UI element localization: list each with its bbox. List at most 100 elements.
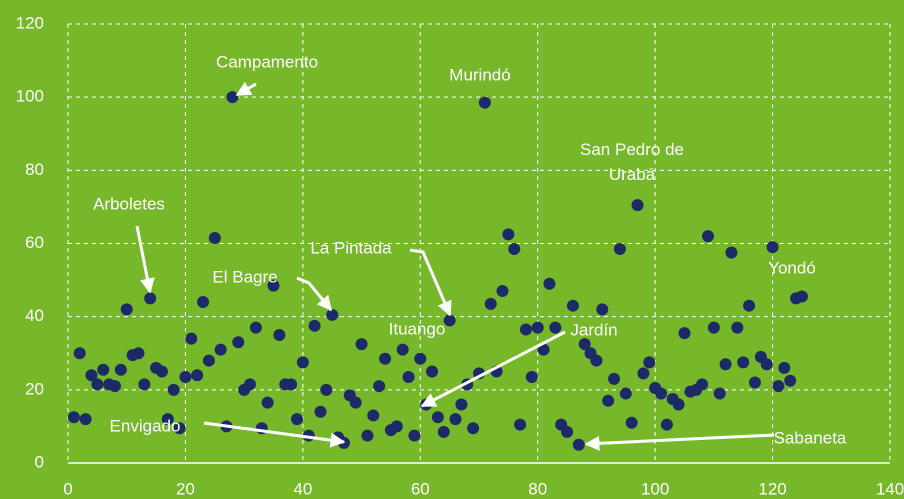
point	[161, 413, 174, 426]
annotation: Ituango	[388, 319, 446, 339]
point	[402, 371, 415, 384]
point	[566, 299, 579, 312]
annotation: El Bagre	[212, 267, 278, 287]
point	[784, 374, 797, 387]
point	[208, 232, 221, 245]
point	[296, 356, 309, 369]
point	[701, 230, 714, 243]
point	[197, 296, 210, 309]
point	[631, 199, 644, 212]
point	[285, 378, 298, 391]
point	[496, 285, 509, 298]
point	[179, 371, 192, 384]
point	[449, 413, 462, 426]
point	[261, 396, 274, 409]
y-tick-label: 20	[25, 379, 44, 398]
point	[290, 413, 303, 426]
point	[478, 96, 491, 109]
x-tick-label: 100	[641, 479, 669, 498]
x-tick-label: 0	[63, 479, 72, 498]
point	[67, 411, 80, 424]
point	[707, 321, 720, 334]
point	[502, 228, 515, 241]
x-tick-label: 60	[411, 479, 430, 498]
point	[578, 338, 591, 351]
point	[602, 394, 615, 407]
point	[138, 378, 151, 391]
annotation: Jardín	[570, 320, 618, 340]
point	[232, 336, 245, 349]
point	[267, 279, 280, 292]
annotation-arrow	[235, 81, 257, 97]
point	[226, 91, 239, 104]
point	[355, 338, 368, 351]
point	[772, 380, 785, 393]
x-tick-label: 40	[293, 479, 312, 498]
point	[390, 420, 403, 433]
point	[549, 321, 562, 334]
point	[185, 332, 198, 345]
x-tick-label: 20	[176, 479, 195, 498]
annotation-arrow	[420, 330, 566, 408]
point	[514, 418, 527, 431]
annotation-arrow	[203, 421, 346, 448]
point	[795, 290, 808, 303]
point	[596, 303, 609, 316]
point	[132, 347, 145, 360]
point	[660, 418, 673, 431]
point	[508, 242, 521, 255]
point	[144, 292, 157, 305]
point	[713, 387, 726, 400]
point	[320, 383, 333, 396]
point	[367, 409, 380, 422]
point	[655, 387, 668, 400]
point	[379, 352, 392, 365]
point	[202, 354, 215, 367]
point	[643, 356, 656, 369]
point	[326, 308, 339, 321]
point	[778, 361, 791, 374]
point	[431, 411, 444, 424]
point	[443, 314, 456, 327]
point	[543, 277, 556, 290]
point	[608, 372, 621, 385]
point	[561, 425, 574, 438]
point	[79, 413, 92, 426]
point	[525, 371, 538, 384]
point	[214, 343, 227, 356]
point	[114, 363, 127, 376]
point	[408, 429, 421, 442]
annotation-arrow	[135, 225, 155, 294]
point	[414, 352, 427, 365]
point	[731, 321, 744, 334]
y-tick-label: 120	[16, 13, 44, 32]
x-tick-label: 120	[758, 479, 786, 498]
point	[537, 343, 550, 356]
point	[426, 365, 439, 378]
point	[613, 242, 626, 255]
annotation: Envigado	[109, 416, 181, 436]
annotation: Campamento	[215, 52, 319, 72]
y-tick-label: 0	[35, 452, 44, 471]
point	[191, 369, 204, 382]
annotation-arrow	[409, 248, 452, 317]
annotation: Arboletes	[93, 194, 165, 214]
annotation-arrow	[584, 433, 775, 451]
point	[519, 323, 532, 336]
point	[637, 367, 650, 380]
y-tick-label: 100	[16, 87, 44, 106]
point	[737, 356, 750, 369]
point	[91, 378, 104, 391]
point	[572, 438, 585, 451]
point	[314, 405, 327, 418]
y-tick-label: 40	[25, 306, 44, 325]
point	[743, 299, 756, 312]
point	[725, 246, 738, 259]
point	[373, 380, 386, 393]
point	[719, 358, 732, 371]
point	[396, 343, 409, 356]
point	[590, 354, 603, 367]
annotation: San Pedro de Urabá	[580, 140, 684, 184]
